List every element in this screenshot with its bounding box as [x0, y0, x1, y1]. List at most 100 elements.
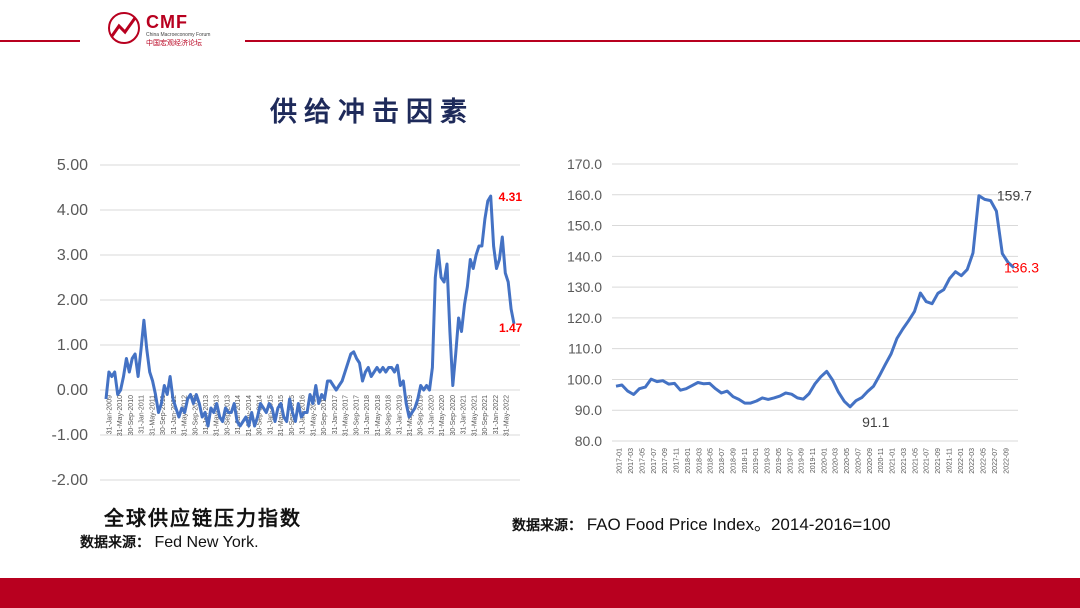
gscpi-annotation-peak: 4.31	[499, 190, 523, 204]
fao-x-tick-label: 2018-09	[730, 448, 737, 474]
logo-subtitle-cn: 中国宏观经济论坛	[146, 39, 202, 47]
left-source-text: Fed New York.	[154, 534, 259, 551]
gscpi-x-tick-label: 31-Jan-2011	[139, 395, 146, 434]
logo-subtitle: China Macroeconomy Forum	[146, 32, 211, 38]
fao-x-tick-label: 2020-01	[821, 448, 828, 474]
fao-x-tick-label: 2017-05	[639, 448, 646, 474]
fao-x-tick-label: 2017-01	[617, 448, 624, 474]
gscpi-x-tick-label: 31-Jan-2009	[106, 395, 113, 434]
fao-x-tick-label: 2021-01	[890, 448, 897, 474]
fao-x-tick-label: 2018-05	[708, 448, 715, 474]
right-source-text: FAO Food Price Index。2014-2016=100	[586, 515, 891, 534]
fao-annotation-peak: 159.7	[997, 188, 1032, 204]
gscpi-x-tick-label: 31-May-2015	[278, 395, 285, 436]
gscpi-x-tick-label: 31-Jan-2019	[396, 395, 403, 434]
fao-x-tick-label: 2017-09	[662, 448, 669, 474]
fao-x-tick-label: 2017-11	[674, 448, 681, 473]
gscpi-annotation-latest: 1.47	[499, 321, 523, 335]
gscpi-x-tick-label: 31-May-2020	[439, 395, 446, 436]
cmf-logo-icon	[108, 12, 140, 44]
fao-x-tick-label: 2018-01	[685, 448, 692, 474]
left-chart-caption: 全球供应链压力指数	[104, 506, 302, 530]
gscpi-x-tick-label: 30-Sep-2011	[160, 395, 167, 435]
fao-x-tick-label: 2020-07	[855, 448, 862, 474]
fao-x-tick-label: 2020-09	[867, 448, 874, 474]
left-chart-source: 数据来源： Fed New York.	[80, 532, 259, 552]
gscpi-y-tick-label: 2.00	[57, 292, 88, 309]
fao-x-tick-label: 2022-07	[992, 448, 999, 474]
logo-name: CMF	[146, 12, 188, 32]
fao-x-tick-label: 2019-09	[799, 448, 806, 474]
gscpi-x-tick-label: 31-May-2021	[471, 395, 478, 436]
fao-x-tick-label: 2022-03	[969, 448, 976, 474]
gscpi-x-tick-label: 30-Sep-2021	[482, 395, 489, 436]
gscpi-x-tick-label: 30-Sep-2016	[321, 395, 328, 436]
gscpi-y-tick-label: 0.00	[57, 382, 88, 399]
fao-x-tick-label: 2018-11	[742, 448, 749, 473]
gscpi-x-tick-label: 31-Jan-2020	[428, 395, 435, 434]
fao-x-tick-label: 2019-03	[765, 448, 772, 474]
fao-x-tick-label: 2022-09	[1003, 448, 1010, 474]
fao-y-tick-label: 140.0	[567, 248, 602, 264]
fao-x-tick-label: 2022-05	[981, 448, 988, 474]
gscpi-y-tick-label: 3.00	[57, 247, 88, 264]
gscpi-x-tick-label: 30-Sep-2010	[128, 395, 135, 436]
gscpi-x-tick-label: 31-Jan-2021	[461, 395, 468, 434]
fao-x-tick-label: 2019-11	[810, 448, 817, 473]
footer-bar	[0, 578, 1080, 608]
gscpi-x-tick-label: 31-May-2013	[214, 395, 221, 436]
fao-y-tick-label: 110.0	[568, 341, 602, 357]
gscpi-x-tick-label: 30-Sep-2012	[192, 395, 199, 436]
fao-x-tick-label: 2019-07	[787, 448, 794, 474]
gscpi-x-tick-label: 31-May-2016	[310, 395, 317, 436]
gscpi-y-tick-label: 1.00	[57, 337, 88, 354]
fao-x-tick-label: 2021-09	[935, 448, 942, 474]
fao-x-tick-label: 2022-01	[958, 448, 965, 474]
fao-x-tick-label: 2017-03	[628, 448, 635, 474]
gscpi-x-tick-label: 31-May-2011	[149, 395, 156, 436]
gscpi-x-tick-label: 30-Sep-2013	[224, 395, 231, 436]
gscpi-x-tick-label: 31-Jan-2018	[364, 395, 371, 434]
fao-y-tick-label: 130.0	[567, 279, 602, 295]
gscpi-x-tick-label: 31-May-2010	[117, 395, 124, 436]
fao-x-tick-label: 2021-07	[924, 448, 931, 474]
fao-y-tick-label: 80.0	[575, 433, 602, 449]
fao-x-tick-label: 2020-05	[844, 448, 851, 474]
gscpi-x-tick-label: 30-Sep-2017	[353, 395, 360, 436]
fao-x-tick-label: 2019-01	[753, 448, 760, 474]
fao-x-tick-label: 2020-11	[878, 448, 885, 473]
fao-annotation-low: 91.1	[862, 414, 889, 430]
fao-x-tick-label: 2021-11	[946, 448, 953, 473]
gscpi-series-line	[104, 194, 516, 428]
fao-x-tick-label: 2018-03	[696, 448, 703, 474]
fao-series-line	[615, 194, 1015, 409]
fao-annotation-latest: 136.3	[1004, 260, 1039, 276]
fao-x-tick-label: 2021-03	[901, 448, 908, 474]
gscpi-x-tick-label: 31-May-2014	[246, 395, 253, 436]
gscpi-x-tick-label: 31-Jan-2012	[171, 395, 178, 434]
header-rule-right	[245, 40, 1080, 42]
fao-y-tick-label: 90.0	[575, 402, 602, 418]
gscpi-x-tick-label: 31-May-2018	[375, 395, 382, 436]
gscpi-y-tick-label: 5.00	[57, 157, 88, 174]
fao-y-tick-label: 100.0	[567, 371, 602, 387]
fao-y-tick-label: 150.0	[567, 218, 602, 234]
fao-y-tick-label: 120.0	[567, 310, 602, 326]
right-source-prefix: 数据来源：	[512, 518, 582, 534]
right-chart-source: 数据来源： FAO Food Price Index。2014-2016=100	[512, 510, 891, 535]
gscpi-x-tick-label: 31-May-2022	[504, 395, 511, 436]
fao-x-tick-label: 2018-07	[719, 448, 726, 474]
fao-x-tick-label: 2021-05	[912, 448, 919, 474]
gscpi-y-tick-label: -1.00	[52, 427, 89, 444]
fao-y-tick-label: 170.0	[567, 156, 602, 172]
gscpi-y-tick-label: -2.00	[52, 472, 89, 489]
gscpi-x-tick-label: 31-Jan-2017	[332, 395, 339, 434]
fao-x-tick-label: 2019-05	[776, 448, 783, 474]
gscpi-x-tick-label: 30-Sep-2019	[418, 395, 425, 436]
fao-x-tick-label: 2017-07	[651, 448, 658, 474]
gscpi-x-tick-label: 31-Jan-2014	[235, 395, 242, 434]
header-rule-left	[0, 40, 80, 42]
gscpi-x-tick-label: 31-May-2017	[343, 395, 350, 436]
gscpi-x-tick-label: 31-Jan-2022	[493, 395, 500, 434]
